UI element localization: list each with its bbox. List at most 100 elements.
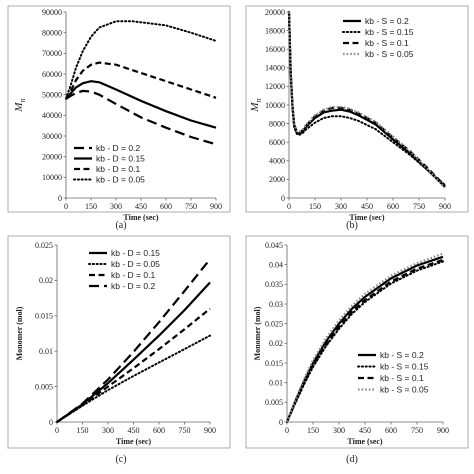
y-axis-label: Mn <box>13 98 27 112</box>
series-line-3 <box>285 258 444 423</box>
y-tick-label: 90000 <box>42 8 62 17</box>
y-tick-label: 12000 <box>265 82 285 91</box>
legend-entry: kb - D = 0.1 <box>96 164 140 174</box>
y-tick-label: 0.035 <box>265 280 283 289</box>
series-line-1 <box>285 255 444 423</box>
chart-panel-c: 0 150 300 450 600 750 900 0 0.005 0.01 0.015 0.02 0.… <box>7 235 231 465</box>
y-tick-label: 10000 <box>265 101 285 110</box>
x-tick-label: 750 <box>411 426 423 435</box>
y-tick-label: 60000 <box>42 70 62 79</box>
y-tick-label: 4000 <box>269 157 285 166</box>
y-tick-label: 0.025 <box>35 241 53 250</box>
y-tick-label: 0 <box>58 194 62 203</box>
chart-panel-d: 0 150 300 450 600 750 900 0 0.005 0.01 0.015 0.02 0.… <box>245 235 469 465</box>
panel-label: (c) <box>115 454 126 465</box>
y-axis-label-main: M <box>249 102 261 113</box>
x-tick-label: 0 <box>64 202 68 211</box>
x-tick-label: 150 <box>309 202 321 211</box>
y-axis-label-subscript: n <box>18 98 27 102</box>
y-tick-label: 70000 <box>42 49 62 58</box>
x-tick-label: 750 <box>179 426 191 435</box>
legend-entry: kb - D = 0.2 <box>111 281 155 291</box>
y-tick-label: 0.02 <box>39 276 53 285</box>
y-tick-label: 18000 <box>265 26 285 35</box>
panel-label: (b) <box>346 220 358 231</box>
y-tick-label: 0.01 <box>39 347 53 356</box>
legend-entry: kb - S = 0.05 <box>365 49 414 59</box>
y-tick-label: 0.025 <box>265 319 283 328</box>
x-axis-label: Time (sec) <box>349 213 385 222</box>
y-axis-label: Mn <box>249 98 263 112</box>
y-axis-label-subscript: n <box>254 98 263 102</box>
series-line-4 <box>65 20 217 100</box>
chart-panel-a: 0 150 300 450 600 750 900 0 10000 20000 30000 40000… <box>7 5 231 231</box>
y-tick-label: 0 <box>49 418 53 427</box>
y-tick-label: 0.03 <box>269 300 283 309</box>
series-line-1 <box>56 281 211 423</box>
x-axis-label: Time (sec) <box>123 213 159 222</box>
y-tick-label: 20000 <box>42 152 62 161</box>
x-tick-label: 900 <box>439 202 451 211</box>
panel-frame <box>7 235 231 449</box>
x-tick-label: 0 <box>285 426 289 435</box>
x-tick-label: 600 <box>385 426 397 435</box>
panel-label: (a) <box>115 220 126 231</box>
x-tick-label: 750 <box>185 202 197 211</box>
series-line-4 <box>287 11 446 189</box>
panel-frame <box>7 5 231 213</box>
panel-label: (d) <box>346 454 358 465</box>
y-tick-label: 0 <box>279 418 283 427</box>
x-tick-label: 0 <box>55 426 59 435</box>
y-axis-label: Monomer (mol) <box>15 306 24 360</box>
x-tick-label: 300 <box>110 202 122 211</box>
panel-frame <box>245 5 469 213</box>
x-tick-label: 150 <box>77 426 89 435</box>
x-tick-label: 150 <box>85 202 97 211</box>
chart-panel-b: 0 150 300 450 600 750 900 0 2000 4000 6000 8000 1000… <box>245 5 469 231</box>
x-tick-label: 900 <box>204 426 216 435</box>
y-tick-label: 0 <box>281 194 285 203</box>
y-tick-label: 16000 <box>265 45 285 54</box>
x-tick-label: 600 <box>387 202 399 211</box>
series-line-4 <box>56 258 211 423</box>
x-tick-label: 450 <box>361 202 373 211</box>
x-tick-label: 300 <box>335 202 347 211</box>
y-tick-label: 0.005 <box>35 382 53 391</box>
y-tick-label: 0.04 <box>269 260 283 269</box>
x-tick-label: 450 <box>359 426 371 435</box>
series-line-2 <box>286 260 444 423</box>
legend-entry: kb - D = 0.05 <box>111 259 160 269</box>
legend-entry: kb - S = 0.1 <box>380 373 424 383</box>
y-tick-label: 0.045 <box>265 241 283 250</box>
series-line-4 <box>285 252 444 423</box>
x-tick-label: 150 <box>307 426 319 435</box>
series-line-3 <box>65 61 217 100</box>
y-tick-label: 0.01 <box>269 378 283 387</box>
y-tick-label: 8000 <box>269 119 285 128</box>
x-axis-label: Time (sec) <box>347 437 383 446</box>
legend-entry: kb - D = 0.1 <box>111 270 155 280</box>
legend-entry: kb - D = 0.15 <box>96 154 145 164</box>
x-tick-label: 0 <box>287 202 291 211</box>
y-tick-label: 0.005 <box>265 398 283 407</box>
legend-entry: kb - D = 0.05 <box>96 175 145 185</box>
panel-frame <box>245 235 469 449</box>
legend-entry: kb - S = 0.15 <box>365 27 414 37</box>
x-tick-label: 300 <box>333 426 345 435</box>
series-line-2 <box>56 334 211 423</box>
y-tick-label: 10000 <box>42 173 62 182</box>
x-tick-label: 600 <box>153 426 165 435</box>
x-tick-label: 300 <box>102 426 114 435</box>
legend-entry: kb - D = 0.15 <box>111 248 160 258</box>
legend-entry: kb - D = 0.2 <box>96 143 140 153</box>
x-tick-label: 600 <box>160 202 172 211</box>
x-axis-label: Time (sec) <box>116 437 152 446</box>
y-tick-label: 20000 <box>265 8 285 17</box>
x-tick-label: 450 <box>135 202 147 211</box>
y-tick-label: 6000 <box>269 138 285 147</box>
